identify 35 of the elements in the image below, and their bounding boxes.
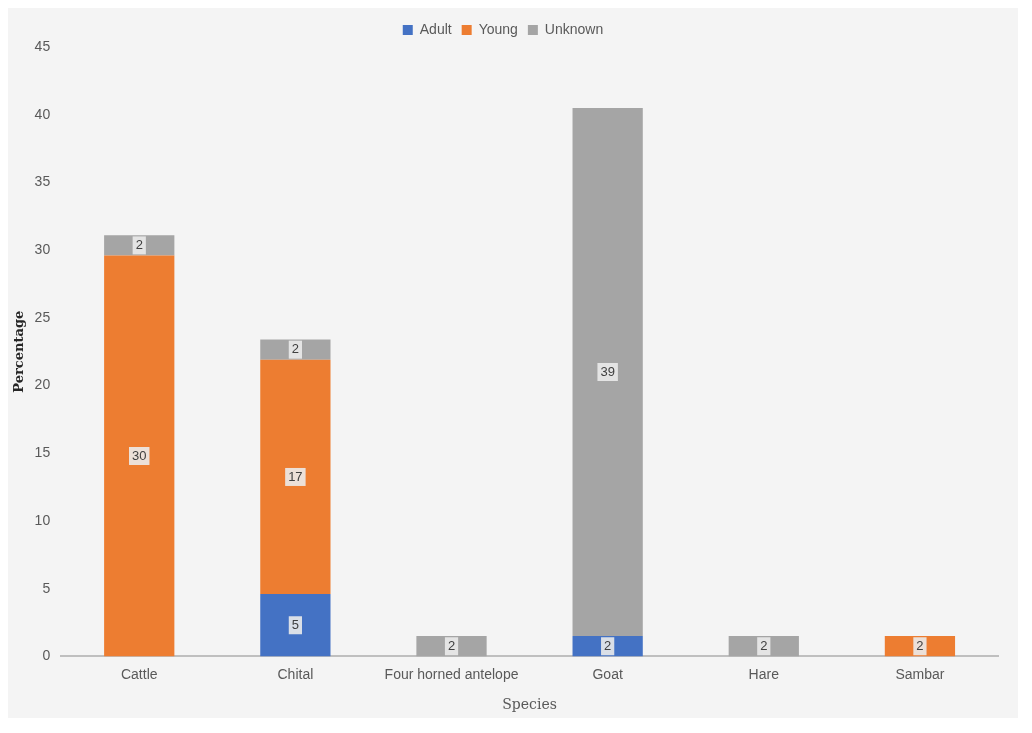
y-tick-label: 25 bbox=[34, 308, 51, 325]
legend-label: Young bbox=[478, 20, 518, 37]
y-tick-label: 20 bbox=[34, 376, 51, 393]
bar bbox=[260, 594, 331, 657]
x-axis-title: Species bbox=[502, 696, 557, 713]
y-tick-label: 40 bbox=[34, 105, 51, 122]
legend-label: Unknown bbox=[544, 20, 604, 37]
x-tick-label: Sambar bbox=[895, 665, 945, 682]
data-label: 2 bbox=[447, 637, 456, 653]
y-axis-title: Percentage bbox=[11, 310, 27, 393]
data-label: 2 bbox=[604, 637, 612, 653]
x-tick-label: Goat bbox=[592, 665, 623, 682]
x-tick-label: Four horned antelope bbox=[384, 665, 519, 682]
bar bbox=[572, 107, 643, 637]
x-tick-label: Cattle bbox=[120, 665, 158, 682]
data-label: 30 bbox=[132, 447, 147, 463]
y-tick-label: 35 bbox=[34, 173, 51, 190]
y-tick-label: 30 bbox=[34, 240, 51, 257]
data-label: 39 bbox=[600, 363, 615, 379]
data-label: 2 bbox=[916, 637, 924, 653]
legend-label: Adult bbox=[419, 20, 452, 37]
bar bbox=[104, 255, 175, 657]
data-label: 17 bbox=[288, 468, 303, 484]
y-tick-label: 0 bbox=[42, 647, 51, 664]
x-tick-label: Hare bbox=[748, 665, 780, 682]
y-tick-label: 10 bbox=[34, 511, 51, 528]
y-tick-label: 5 bbox=[42, 579, 51, 596]
data-label: 2 bbox=[135, 236, 143, 252]
bar bbox=[260, 359, 331, 595]
data-label: 2 bbox=[760, 637, 768, 653]
y-tick-label: 45 bbox=[34, 37, 51, 54]
x-tick-label: Chital bbox=[277, 665, 314, 682]
y-tick-label: 15 bbox=[34, 444, 51, 461]
data-label: 2 bbox=[291, 341, 299, 357]
data-label: 5 bbox=[291, 616, 299, 632]
